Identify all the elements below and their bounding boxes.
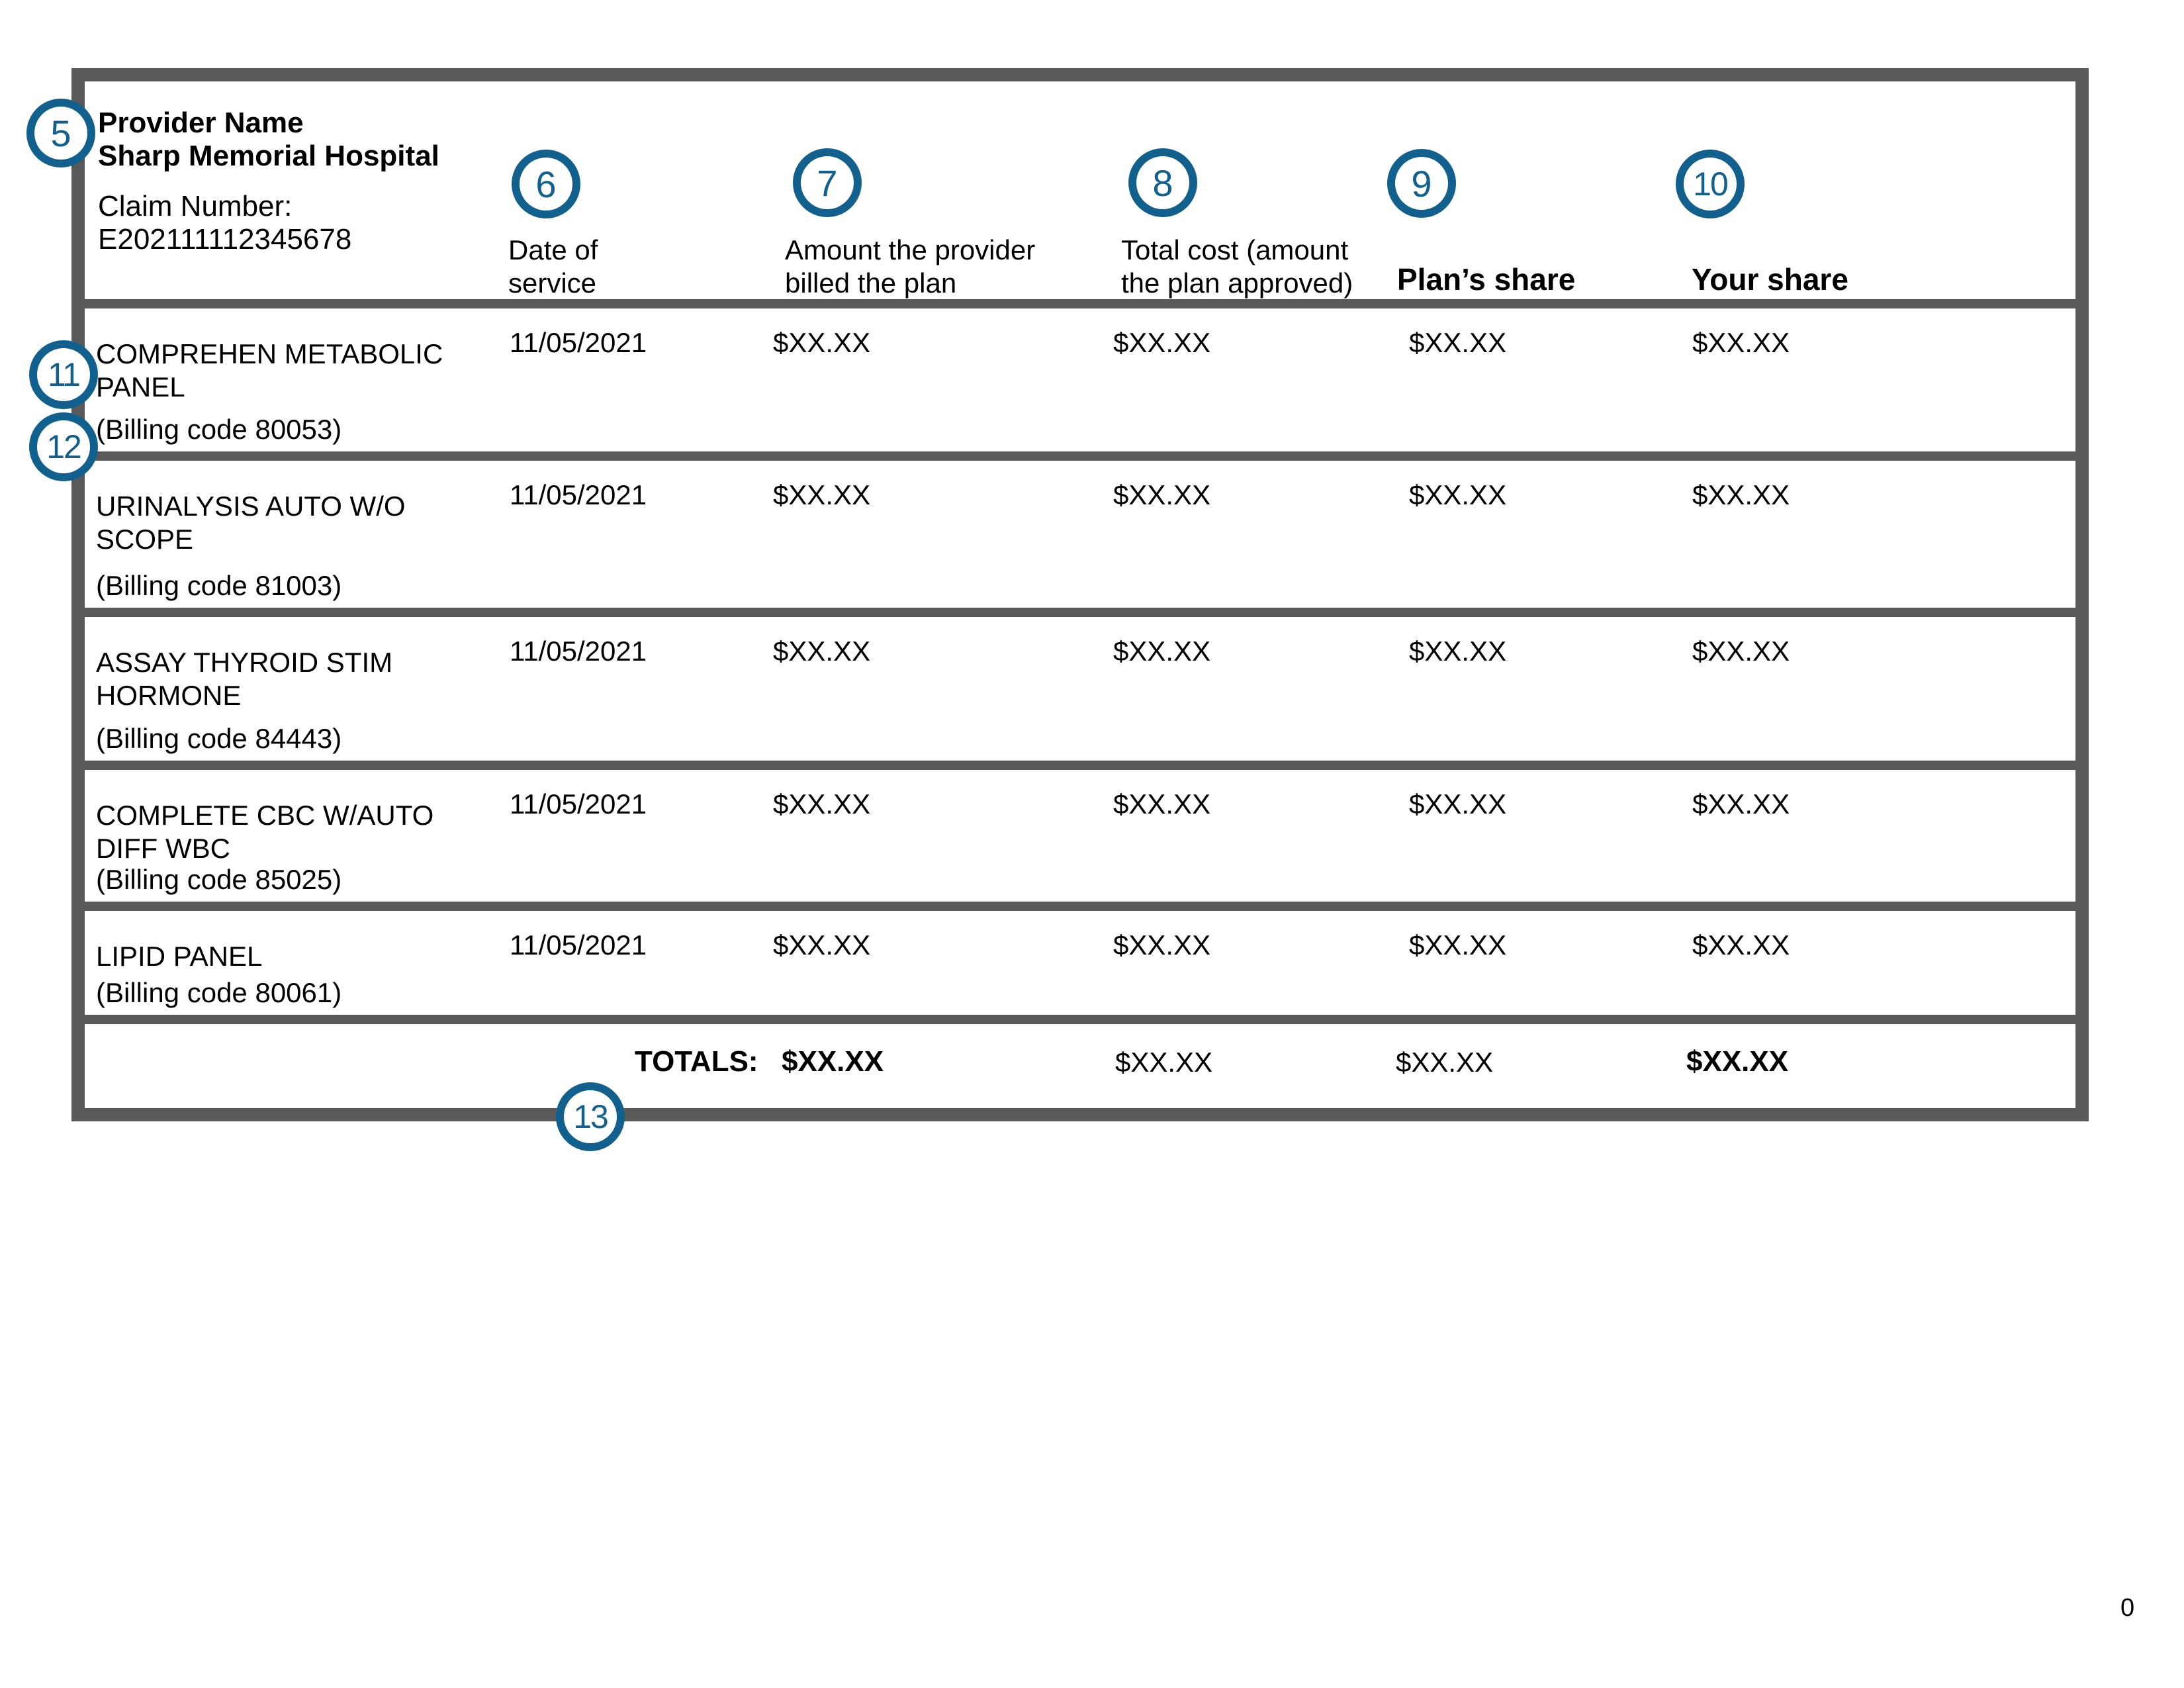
plans-share: $XX.XX: [1409, 479, 1507, 510]
claims-table-header: Provider Name Sharp Memorial Hospital Cl…: [85, 81, 2075, 308]
claims-table: Provider Name Sharp Memorial Hospital Cl…: [71, 68, 2089, 1121]
billing-code: (Billing code 80053): [96, 414, 342, 445]
callout-circle-5: 5: [26, 99, 95, 167]
totals-total-cost: $XX.XX: [1115, 1047, 1213, 1078]
date-of-service: 11/05/2021: [510, 479, 647, 510]
table-row: COMPLETE CBC W/AUTO DIFF WBC (Billing co…: [85, 770, 2075, 911]
provider-block: Provider Name Sharp Memorial Hospital: [98, 107, 439, 173]
plans-share: $XX.XX: [1409, 788, 1507, 820]
column-header-date-of-service: Date of service: [508, 234, 598, 299]
your-share: $XX.XX: [1692, 635, 1790, 667]
date-of-service: 11/05/2021: [510, 929, 647, 961]
callout-circle-12: 12: [29, 412, 98, 481]
your-share: $XX.XX: [1692, 788, 1790, 820]
your-share: $XX.XX: [1692, 479, 1790, 510]
date-of-service: 11/05/2021: [510, 635, 647, 667]
totals-amount-billed: $XX.XX: [782, 1045, 884, 1078]
amount-billed: $XX.XX: [773, 635, 871, 667]
callout-circle-10: 10: [1676, 150, 1745, 218]
column-header-your-share: Your share: [1692, 262, 1848, 297]
provider-name: Sharp Memorial Hospital: [98, 140, 439, 172]
column-header-total-cost: Total cost (amount the plan approved): [1121, 234, 1353, 299]
billing-code: (Billing code 84443): [96, 723, 342, 754]
callout-circle-13: 13: [556, 1082, 625, 1151]
plans-share: $XX.XX: [1409, 327, 1507, 358]
totals-row: TOTALS: $XX.XX $XX.XX $XX.XX $XX.XX: [85, 1024, 2075, 1108]
plans-share: $XX.XX: [1409, 929, 1507, 961]
callout-circle-9: 9: [1387, 149, 1456, 218]
date-of-service: 11/05/2021: [510, 788, 647, 820]
billing-code: (Billing code 85025): [96, 864, 342, 895]
your-share: $XX.XX: [1692, 327, 1790, 358]
column-header-plans-share: Plan’s share: [1397, 262, 1576, 297]
callout-circle-11: 11: [29, 340, 98, 409]
table-row: URINALYSIS AUTO W/O SCOPE (Billing code …: [85, 461, 2075, 617]
totals-your-share: $XX.XX: [1686, 1045, 1789, 1078]
callout-circle-8: 8: [1128, 148, 1197, 217]
column-header-amount-billed: Amount the provider billed the plan: [785, 234, 1036, 299]
date-of-service: 11/05/2021: [510, 327, 647, 358]
callout-circle-6: 6: [512, 150, 580, 218]
your-share: $XX.XX: [1692, 929, 1790, 961]
billing-code: (Billing code 80061): [96, 977, 342, 1008]
totals-label: TOTALS:: [635, 1045, 758, 1078]
service-description: LIPID PANEL: [96, 941, 263, 972]
callout-circle-7: 7: [793, 148, 862, 217]
totals-plans-share: $XX.XX: [1396, 1047, 1494, 1078]
page-number: 0: [2120, 1594, 2135, 1622]
amount-billed: $XX.XX: [773, 788, 871, 820]
table-row: LIPID PANEL (Billing code 80061) 11/05/2…: [85, 911, 2075, 1024]
plans-share: $XX.XX: [1409, 635, 1507, 667]
claim-number-value: E202111112345678: [98, 223, 352, 256]
claim-number-block: Claim Number: E202111112345678: [98, 190, 351, 256]
provider-label: Provider Name: [98, 107, 304, 139]
total-cost: $XX.XX: [1113, 929, 1211, 961]
amount-billed: $XX.XX: [773, 929, 871, 961]
table-row: COMPREHEN METABOLIC PANEL (Billing code …: [85, 308, 2075, 461]
billing-code: (Billing code 81003): [96, 570, 342, 601]
service-description: ASSAY THYROID STIM HORMONE: [96, 647, 393, 711]
total-cost: $XX.XX: [1113, 479, 1211, 510]
service-description: COMPLETE CBC W/AUTO DIFF WBC: [96, 800, 434, 864]
service-description: URINALYSIS AUTO W/O SCOPE: [96, 491, 406, 555]
service-description: COMPREHEN METABOLIC PANEL: [96, 338, 443, 402]
table-row: ASSAY THYROID STIM HORMONE (Billing code…: [85, 617, 2075, 770]
claim-number-label: Claim Number:: [98, 190, 293, 222]
total-cost: $XX.XX: [1113, 327, 1211, 358]
total-cost: $XX.XX: [1113, 635, 1211, 667]
amount-billed: $XX.XX: [773, 327, 871, 358]
amount-billed: $XX.XX: [773, 479, 871, 510]
total-cost: $XX.XX: [1113, 788, 1211, 820]
